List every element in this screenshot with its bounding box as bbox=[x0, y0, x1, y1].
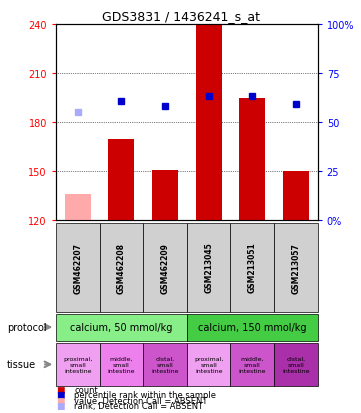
Text: ■: ■ bbox=[56, 396, 65, 405]
Bar bbox=[283, 172, 309, 221]
Bar bbox=[108, 139, 135, 221]
Text: tissue: tissue bbox=[7, 359, 36, 370]
Text: GSM462209: GSM462209 bbox=[161, 242, 170, 293]
Text: GDS3831 / 1436241_s_at: GDS3831 / 1436241_s_at bbox=[101, 10, 260, 23]
Text: distal,
small
intestine: distal, small intestine bbox=[151, 356, 179, 373]
Text: GSM462207: GSM462207 bbox=[73, 242, 82, 293]
Text: ■: ■ bbox=[56, 401, 65, 410]
Text: ■: ■ bbox=[56, 385, 65, 394]
Text: middle,
small
intestine: middle, small intestine bbox=[239, 356, 266, 373]
Text: value, Detection Call = ABSENT: value, Detection Call = ABSENT bbox=[74, 396, 207, 405]
Text: ■: ■ bbox=[56, 390, 65, 399]
Text: proximal,
small
intestine: proximal, small intestine bbox=[63, 356, 92, 373]
Text: protocol: protocol bbox=[7, 322, 47, 332]
Text: GSM462208: GSM462208 bbox=[117, 242, 126, 293]
Text: rank, Detection Call = ABSENT: rank, Detection Call = ABSENT bbox=[74, 401, 203, 410]
Text: count: count bbox=[74, 385, 98, 394]
Text: percentile rank within the sample: percentile rank within the sample bbox=[74, 390, 216, 399]
Text: GSM213057: GSM213057 bbox=[291, 242, 300, 293]
Bar bbox=[152, 170, 178, 221]
Text: calcium, 50 mmol/kg: calcium, 50 mmol/kg bbox=[70, 322, 173, 332]
Text: distal,
small
intestine: distal, small intestine bbox=[282, 356, 310, 373]
Text: proximal,
small
intestine: proximal, small intestine bbox=[194, 356, 223, 373]
Bar bbox=[196, 25, 222, 221]
Text: middle,
small
intestine: middle, small intestine bbox=[108, 356, 135, 373]
Bar bbox=[239, 98, 265, 221]
Text: calcium, 150 mmol/kg: calcium, 150 mmol/kg bbox=[198, 322, 306, 332]
Text: GSM213051: GSM213051 bbox=[248, 242, 257, 293]
Bar bbox=[65, 195, 91, 221]
Text: GSM213045: GSM213045 bbox=[204, 242, 213, 293]
